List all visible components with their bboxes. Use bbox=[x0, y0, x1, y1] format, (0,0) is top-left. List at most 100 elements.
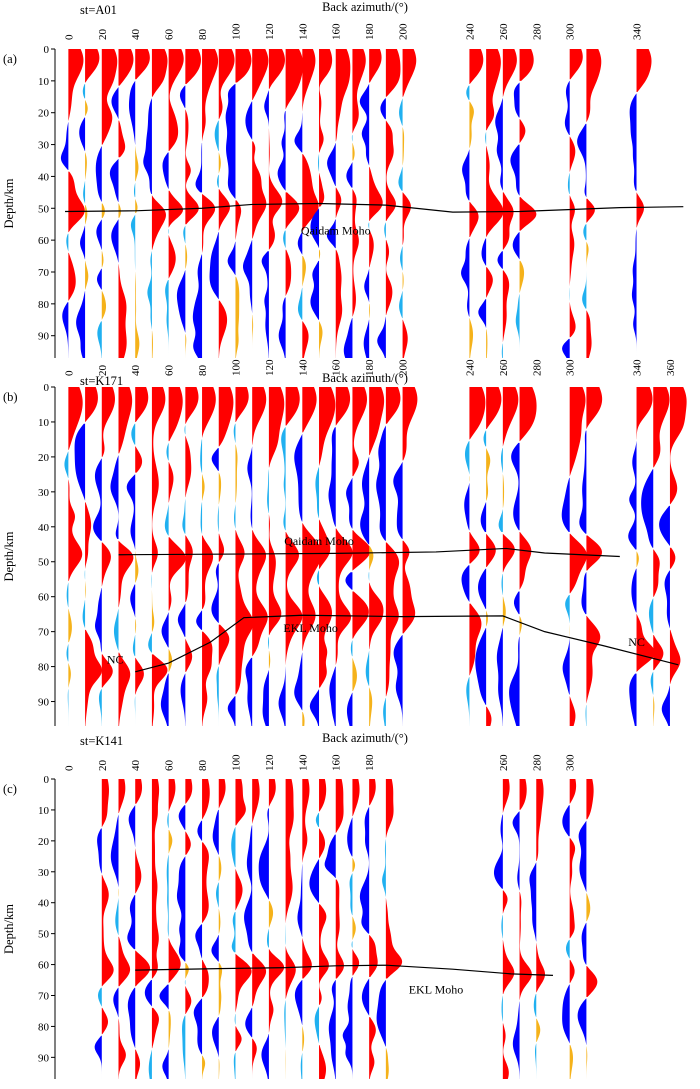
positive-lobe bbox=[669, 387, 687, 505]
positive-lobe bbox=[118, 779, 126, 814]
y-tick-label: 60 bbox=[38, 235, 50, 247]
negative-lobe bbox=[182, 498, 186, 534]
positive-lobe bbox=[118, 264, 127, 358]
trace bbox=[376, 387, 401, 726]
negative-lobe bbox=[382, 839, 386, 897]
negative-lobe bbox=[161, 612, 169, 648]
x-tick-label: 140 bbox=[297, 23, 309, 40]
trace bbox=[177, 387, 199, 726]
positive-lobe bbox=[268, 387, 285, 468]
negative-lobe bbox=[278, 666, 286, 726]
positive-lobe bbox=[185, 109, 199, 225]
negative-lobe bbox=[501, 343, 503, 358]
y-tick-label: 0 bbox=[44, 382, 50, 394]
negative-lobe bbox=[277, 111, 286, 191]
positive-lobe bbox=[101, 779, 109, 827]
trace bbox=[324, 779, 344, 1079]
positive-lobe bbox=[252, 1038, 257, 1079]
positive-lobe bbox=[502, 387, 519, 447]
trace bbox=[128, 49, 150, 358]
negative-lobe bbox=[398, 166, 403, 191]
positive-lobe bbox=[302, 154, 319, 231]
negative-lobe bbox=[167, 813, 169, 829]
negative-lobe bbox=[162, 152, 169, 190]
negative-lobe bbox=[109, 158, 119, 202]
trace bbox=[242, 49, 269, 358]
trace bbox=[193, 779, 210, 1079]
negative-lobe bbox=[217, 174, 219, 188]
y-tick-label: 70 bbox=[38, 990, 50, 1002]
negative-lobe bbox=[512, 811, 520, 891]
trace bbox=[398, 49, 417, 358]
positive-lobe bbox=[218, 1058, 220, 1079]
positive-lobe bbox=[202, 959, 209, 998]
trace bbox=[110, 779, 131, 1079]
positive-lobe bbox=[168, 1010, 171, 1049]
trace bbox=[277, 49, 304, 358]
positive-lobe bbox=[202, 842, 209, 923]
positive-lobe bbox=[486, 49, 501, 131]
positive-lobe bbox=[369, 1017, 376, 1079]
positive-lobe bbox=[653, 635, 664, 671]
negative-lobe bbox=[182, 1015, 186, 1079]
negative-lobe bbox=[565, 939, 570, 959]
negative-lobe bbox=[393, 462, 403, 540]
x-tick-label: 140 bbox=[297, 754, 309, 771]
positive-lobe bbox=[168, 537, 186, 611]
positive-lobe bbox=[268, 650, 271, 669]
positive-lobe bbox=[536, 1018, 541, 1042]
x-tick-label: 340 bbox=[632, 359, 644, 376]
positive-lobe bbox=[285, 387, 300, 426]
positive-lobe bbox=[352, 49, 366, 134]
panel-0: st=A01 Back azimuth/(°) (a) Depth/km 0 10 20 30… bbox=[2, 0, 684, 358]
positive-lobe bbox=[519, 532, 532, 590]
negative-lobe bbox=[377, 316, 386, 358]
negative-lobe bbox=[343, 318, 353, 358]
negative-lobe bbox=[245, 657, 253, 726]
y-axis-label: Depth/km bbox=[2, 904, 16, 954]
negative-lobe bbox=[130, 214, 136, 271]
negative-lobe bbox=[512, 232, 520, 260]
x-tick-label: 40 bbox=[130, 760, 142, 772]
x-tick-label: 140 bbox=[297, 359, 309, 376]
negative-lobe bbox=[659, 505, 670, 547]
negative-lobe bbox=[66, 233, 69, 252]
y-tick-label: 40 bbox=[38, 898, 50, 910]
positive-lobe bbox=[335, 528, 353, 665]
positive-lobe bbox=[302, 1026, 305, 1052]
positive-lobe bbox=[202, 631, 213, 726]
negative-lobe bbox=[60, 122, 69, 171]
x-tick-label: 340 bbox=[632, 23, 644, 40]
positive-lobe bbox=[135, 779, 143, 804]
trace bbox=[309, 779, 329, 1079]
negative-lobe bbox=[284, 1000, 286, 1049]
positive-lobe bbox=[402, 319, 408, 358]
x-tick-label: 260 bbox=[498, 23, 510, 40]
positive-lobe bbox=[268, 949, 285, 1033]
trace bbox=[258, 779, 285, 1079]
positive-lobe bbox=[118, 540, 134, 608]
negative-lobe bbox=[179, 85, 186, 108]
trace bbox=[310, 49, 333, 358]
negative-lobe bbox=[211, 935, 219, 962]
negative-lobe bbox=[326, 219, 336, 249]
positive-lobe bbox=[502, 890, 508, 914]
positive-lobe bbox=[168, 938, 181, 984]
negative-lobe bbox=[98, 689, 102, 726]
positive-lobe bbox=[586, 615, 601, 704]
positive-lobe bbox=[252, 387, 267, 445]
negative-lobe bbox=[359, 84, 370, 166]
trace bbox=[495, 49, 517, 358]
trace bbox=[110, 387, 134, 726]
positive-lobe bbox=[185, 49, 201, 85]
y-tick-label: 20 bbox=[38, 452, 50, 464]
y-tick-label: 0 bbox=[44, 44, 50, 56]
positive-lobe bbox=[285, 249, 292, 296]
y-tick-label: 70 bbox=[38, 627, 50, 639]
negative-lobe bbox=[515, 294, 520, 358]
positive-lobe bbox=[68, 387, 83, 450]
positive-lobe bbox=[586, 49, 602, 123]
negative-lobe bbox=[231, 826, 236, 868]
x-tick-label: 240 bbox=[464, 23, 476, 40]
negative-lobe bbox=[82, 600, 86, 629]
